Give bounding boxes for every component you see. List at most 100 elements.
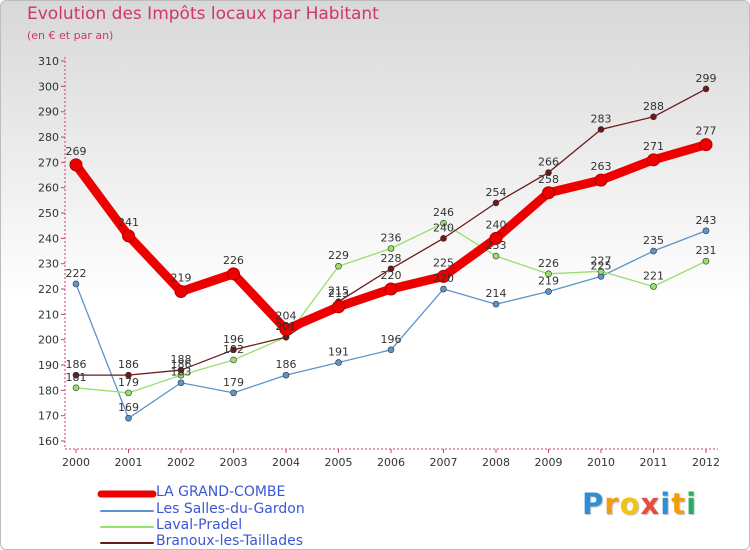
data-point [125,371,132,379]
data-label: 186 [276,358,297,371]
legend [97,490,157,544]
data-point [174,285,188,299]
data-label: 183 [171,366,192,379]
data-points [69,85,713,422]
data-point [384,282,398,296]
y-tick-label: 250 [38,207,59,220]
data-point [594,173,608,187]
x-tick-label: 2004 [272,456,300,469]
data-label: 241 [118,216,139,229]
data-label: 229 [328,249,349,262]
data-point [545,270,552,278]
data-label: 266 [538,156,559,169]
data-point [650,283,657,290]
data-point [282,371,290,379]
data-label: 269 [66,145,87,158]
chart-subtitle: (en € et par an) [27,29,114,42]
data-point [650,113,657,121]
data-point [227,267,240,281]
data-point [650,247,657,255]
logo-letter: r [604,487,620,521]
y-tick-label: 170 [38,410,59,423]
data-label: 186 [66,358,87,371]
data-label: 201 [276,320,297,333]
data-label: 240 [433,221,454,234]
logo-letter: P [582,487,605,521]
x-tick-label: 2006 [377,456,405,469]
y-tick-label: 260 [38,182,59,195]
data-point [492,252,500,260]
data-label: 213 [328,287,349,300]
x-tick-label: 2009 [535,456,563,469]
data-point [702,85,710,93]
y-tick-label: 270 [38,156,59,169]
data-point [69,158,83,172]
legend-label-les-salles-du-gardon: Les Salles-du-Gardon [156,501,305,517]
data-label: 240 [486,218,507,231]
data-label: 231 [696,244,717,257]
data-label: 196 [223,333,244,346]
x-tick-label: 2001 [115,456,143,469]
data-label: 188 [171,353,192,366]
data-label: 254 [486,186,507,199]
logo-letter: o [619,487,641,521]
data-point [647,153,660,167]
data-label: 236 [381,231,402,244]
x-tick-label: 2007 [430,456,458,469]
x-tick-label: 2012 [692,456,720,469]
data-point [72,384,80,392]
data-labels: 222 169 183 179 186 191 196 220 214 219 225 235 243 1… [66,72,717,414]
data-label: 186 [171,358,192,371]
proxiti-logo: Proxiti [582,487,697,521]
data-point [702,257,710,265]
data-point [597,267,605,275]
data-label: 283 [591,112,612,125]
data-point [440,285,447,293]
data-point [125,389,132,397]
data-label: 225 [591,259,612,272]
data-label: 181 [66,371,87,384]
y-tick-label: 230 [38,258,59,271]
x-tick-label: 2011 [640,456,668,469]
data-point [72,371,80,379]
data-point [72,280,80,288]
y-tick-label: 190 [38,359,59,372]
legend-label-laval-pradel: Laval-Pradel [156,517,243,533]
data-point [332,300,345,314]
data-label: 243 [696,214,717,227]
data-label: 219 [171,272,192,285]
data-point [440,219,447,227]
data-point [437,269,450,283]
logo-letter: t [671,487,687,521]
y-tick-label: 300 [38,80,59,93]
data-point [545,169,552,176]
y-tick-label: 240 [38,232,59,245]
data-label: 288 [643,100,664,113]
data-point [177,366,185,374]
x-tick-label: 2000 [62,456,90,469]
y-tick-label: 220 [38,283,59,296]
data-label: 235 [643,234,664,247]
x-tick-label: 2008 [482,456,510,469]
logo-letter: i [686,487,698,521]
data-point [542,186,555,200]
data-point [177,379,185,387]
data-label: 225 [433,256,454,269]
data-label: 186 [118,358,139,371]
y-tick-label: 160 [38,435,59,448]
logo-letter: i [660,487,672,521]
data-point [699,138,713,152]
chart-title: Evolution des Impôts locaux par Habitant [27,4,379,24]
axes: 160 170 180 190 200 210 220 230 240 250 260 270 280 2… [38,55,720,469]
data-point [492,199,500,207]
y-tick-label: 200 [38,334,59,347]
data-label: 271 [643,140,664,153]
data-label: 215 [328,285,349,298]
y-tick-label: 280 [38,131,59,144]
data-label: 246 [433,206,454,219]
x-tick-label: 2002 [167,456,195,469]
data-point [545,288,552,295]
data-point [387,346,395,354]
legend-label-la-grand-combe: LA GRAND-COMBE [156,484,286,500]
